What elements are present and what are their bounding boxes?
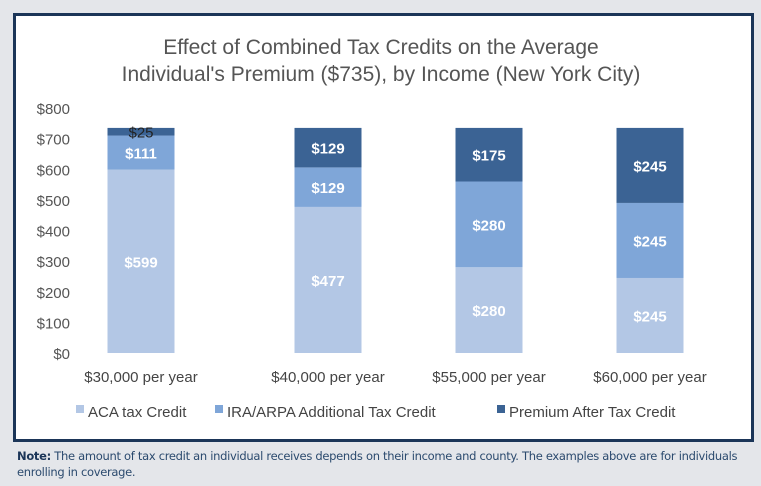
bar-segment bbox=[294, 167, 362, 207]
data-label: $129 bbox=[311, 141, 344, 158]
data-label: $245 bbox=[633, 308, 666, 325]
legend-swatch bbox=[76, 405, 84, 413]
y-tick-label: $700 bbox=[37, 132, 70, 149]
legend-label: ACA tax Credit bbox=[88, 404, 187, 421]
note-label: Note: bbox=[17, 449, 51, 463]
bar-segment bbox=[616, 127, 684, 203]
bar-segment bbox=[455, 267, 523, 353]
bar-segment bbox=[107, 169, 175, 353]
chart-title-line: Effect of Combined Tax Credits on the Av… bbox=[163, 36, 598, 59]
bar-segment bbox=[455, 181, 523, 268]
note: Note: The amount of tax credit an indivi… bbox=[17, 448, 752, 480]
legend-swatch bbox=[497, 405, 505, 413]
bar-segment bbox=[616, 277, 684, 353]
legend-swatch bbox=[215, 405, 223, 413]
bar-segment bbox=[294, 206, 362, 353]
data-label: $599 bbox=[124, 254, 157, 271]
data-label: $25 bbox=[128, 125, 153, 142]
bar-segment bbox=[616, 202, 684, 278]
data-label: $111 bbox=[125, 146, 157, 163]
bar-segment bbox=[455, 127, 523, 182]
data-label: $175 bbox=[472, 148, 505, 165]
stacked-bar-chart: Effect of Combined Tax Credits on the Av… bbox=[37, 36, 707, 421]
y-tick-label: $100 bbox=[37, 315, 70, 332]
note-text: The amount of tax credit an individual r… bbox=[17, 449, 738, 479]
y-tick-label: $300 bbox=[37, 254, 70, 271]
data-label: $245 bbox=[633, 158, 666, 175]
y-tick-label: $800 bbox=[37, 101, 70, 118]
data-label: $477 bbox=[311, 273, 344, 290]
legend-label: IRA/ARPA Additional Tax Credit bbox=[227, 404, 437, 421]
data-label: $280 bbox=[472, 303, 505, 320]
bar-segment bbox=[107, 135, 175, 170]
data-label: $129 bbox=[311, 180, 344, 197]
data-label: $245 bbox=[633, 233, 666, 250]
y-tick-label: $0 bbox=[53, 346, 70, 363]
chart-title-line: Individual's Premium ($735), by Income (… bbox=[122, 63, 641, 86]
y-tick-label: $400 bbox=[37, 224, 70, 241]
y-tick-label: $200 bbox=[37, 285, 70, 302]
x-tick-label: $60,000 per year bbox=[593, 369, 706, 386]
bar-segment bbox=[107, 127, 175, 136]
chart-frame: Effect of Combined Tax Credits on the Av… bbox=[13, 13, 754, 442]
x-tick-label: $40,000 per year bbox=[271, 369, 384, 386]
legend-label: Premium After Tax Credit bbox=[509, 404, 676, 421]
data-label: $280 bbox=[472, 217, 505, 234]
x-tick-label: $30,000 per year bbox=[84, 369, 197, 386]
x-tick-label: $55,000 per year bbox=[432, 369, 545, 386]
y-tick-label: $500 bbox=[37, 193, 70, 210]
y-tick-label: $600 bbox=[37, 162, 70, 179]
bar-segment bbox=[294, 127, 362, 168]
